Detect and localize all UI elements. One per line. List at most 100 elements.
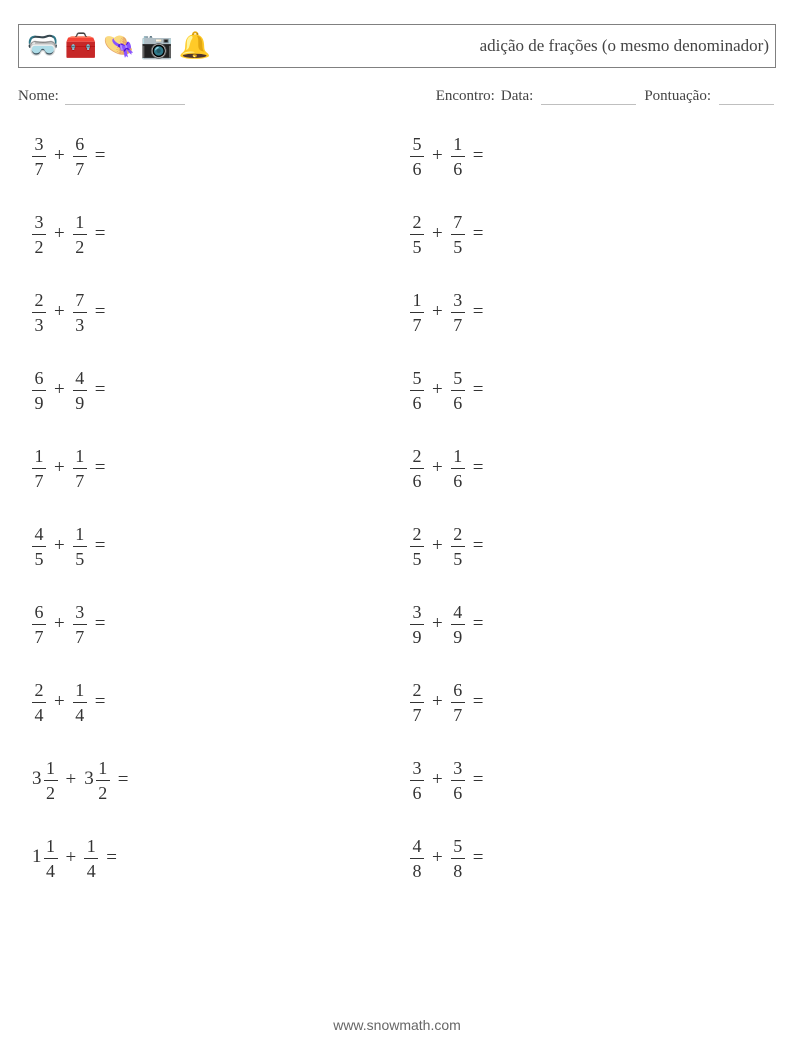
fraction-stack: 36	[410, 759, 424, 802]
fraction: 24	[32, 681, 46, 724]
numerator: 1	[74, 681, 85, 699]
camera-icon: 📷	[139, 28, 175, 64]
fraction-bar	[73, 156, 87, 157]
fraction: 25	[410, 213, 424, 256]
date-blank[interactable]	[541, 88, 636, 105]
denominator: 3	[34, 316, 45, 334]
numerator: 1	[452, 447, 463, 465]
worksheet-page: 🥽 🧰 👒 📷 🔔 adição de frações (o mesmo den…	[0, 0, 794, 1053]
denominator: 2	[74, 238, 85, 256]
denominator: 5	[412, 550, 423, 568]
numerator: 5	[452, 837, 463, 855]
problem: 69+49=	[32, 365, 410, 415]
name-label: Nome:	[18, 88, 59, 104]
fraction: 67	[73, 135, 87, 178]
denominator: 7	[34, 628, 45, 646]
fraction-bar	[410, 156, 424, 157]
fraction: 17	[73, 447, 87, 490]
fraction: 45	[32, 525, 46, 568]
equals: =	[106, 847, 117, 869]
denominator: 3	[74, 316, 85, 334]
name-blank[interactable]	[65, 89, 185, 106]
equals: =	[95, 613, 106, 635]
fraction-bar	[410, 546, 424, 547]
fraction-bar	[32, 156, 46, 157]
denominator: 8	[412, 862, 423, 880]
fraction-bar	[73, 624, 87, 625]
fraction-stack: 16	[451, 447, 465, 490]
denominator: 6	[412, 784, 423, 802]
denominator: 6	[412, 472, 423, 490]
fraction: 17	[410, 291, 424, 334]
denominator: 7	[452, 706, 463, 724]
fraction-bar	[32, 312, 46, 313]
fraction-bar	[451, 234, 465, 235]
operator: +	[66, 769, 77, 791]
numerator: 4	[34, 525, 45, 543]
fraction: 14	[84, 837, 98, 880]
fraction-bar	[73, 702, 87, 703]
numerator: 4	[452, 603, 463, 621]
equals: =	[95, 379, 106, 401]
fraction-bar	[451, 780, 465, 781]
fraction-stack: 12	[96, 759, 110, 802]
problem: 17+17=	[32, 443, 410, 493]
problem: 56+56=	[410, 365, 776, 415]
numerator: 1	[412, 291, 423, 309]
denominator: 9	[412, 628, 423, 646]
fraction-stack: 67	[32, 603, 46, 646]
whole-number: 3	[32, 768, 42, 789]
fraction-stack: 25	[410, 213, 424, 256]
fraction-stack: 25	[451, 525, 465, 568]
equals: =	[473, 379, 484, 401]
numerator: 4	[412, 837, 423, 855]
footer-url: www.snowmath.com	[0, 1017, 794, 1033]
fraction: 27	[410, 681, 424, 724]
denominator: 9	[452, 628, 463, 646]
problem: 25+25=	[410, 521, 776, 571]
fraction: 56	[410, 135, 424, 178]
numerator: 3	[74, 603, 85, 621]
numerator: 1	[74, 213, 85, 231]
denominator: 4	[74, 706, 85, 724]
numerator: 1	[45, 759, 56, 777]
fraction: 58	[451, 837, 465, 880]
numerator: 6	[34, 369, 45, 387]
fraction-stack: 12	[73, 213, 87, 256]
fraction: 69	[32, 369, 46, 412]
fraction-bar	[44, 780, 58, 781]
equals: =	[473, 847, 484, 869]
fraction: 114	[32, 837, 58, 880]
denominator: 7	[452, 316, 463, 334]
operator: +	[54, 301, 65, 323]
fraction-bar	[451, 390, 465, 391]
fraction-bar	[410, 468, 424, 469]
fraction: 26	[410, 447, 424, 490]
denominator: 7	[34, 472, 45, 490]
fraction: 39	[410, 603, 424, 646]
fraction: 23	[32, 291, 46, 334]
fraction-stack: 56	[410, 369, 424, 412]
fraction: 48	[410, 837, 424, 880]
fraction: 25	[410, 525, 424, 568]
fraction-bar	[410, 312, 424, 313]
fraction-stack: 26	[410, 447, 424, 490]
fraction-stack: 37	[451, 291, 465, 334]
numerator: 6	[452, 681, 463, 699]
fraction-stack: 39	[410, 603, 424, 646]
pyramid-icon: 🔔	[177, 28, 213, 64]
score-blank[interactable]	[719, 88, 774, 105]
sombrero-icon: 👒	[101, 28, 137, 64]
equals: =	[95, 457, 106, 479]
denominator: 8	[452, 862, 463, 880]
fraction-bar	[451, 546, 465, 547]
fraction-bar	[73, 234, 87, 235]
fraction: 49	[73, 369, 87, 412]
fraction-stack: 32	[32, 213, 46, 256]
fraction-stack: 24	[32, 681, 46, 724]
denominator: 2	[34, 238, 45, 256]
fraction-stack: 69	[32, 369, 46, 412]
numerator: 3	[452, 291, 463, 309]
numerator: 1	[97, 759, 108, 777]
numerator: 3	[34, 135, 45, 153]
